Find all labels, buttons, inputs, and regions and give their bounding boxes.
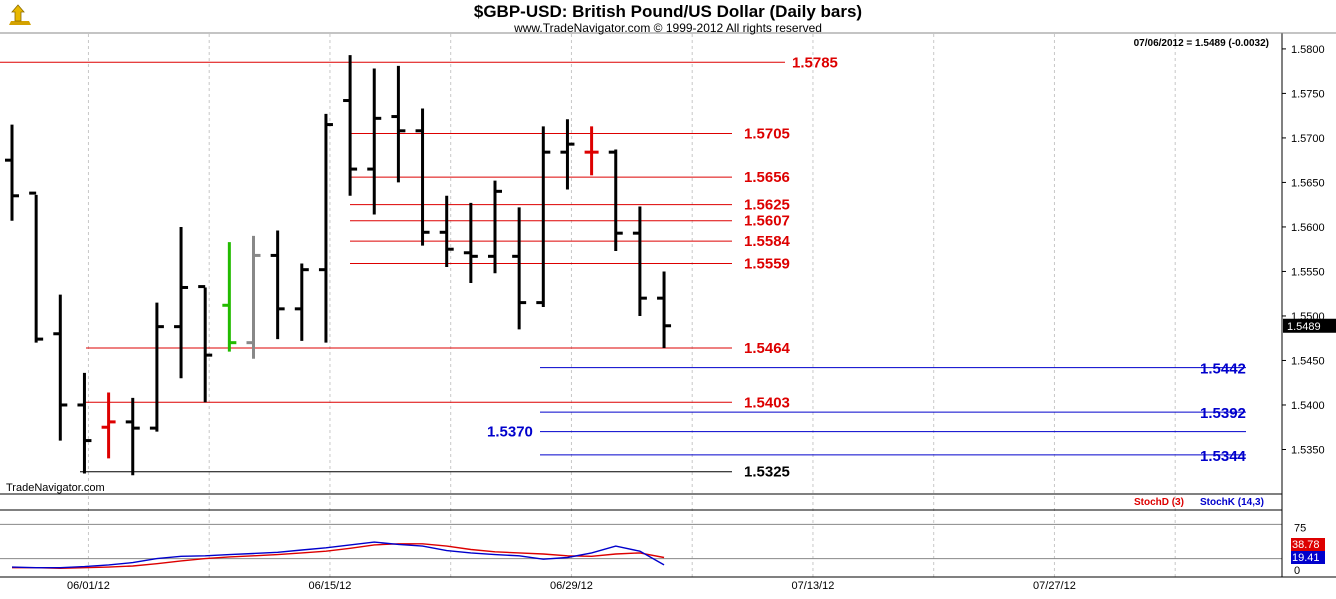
price-tick-label: 1.5700 bbox=[1291, 133, 1325, 145]
price-tick-label: 1.5750 bbox=[1291, 88, 1325, 100]
stoch-last-value-box bbox=[1291, 551, 1325, 564]
date-tick-label: 06/29/12 bbox=[550, 580, 593, 592]
date-tick-label: 06/15/12 bbox=[309, 580, 352, 592]
level-label: 1.5785 bbox=[792, 54, 838, 71]
price-tick-label: 1.5800 bbox=[1291, 44, 1325, 56]
date-tick-label: 06/01/12 bbox=[67, 580, 110, 592]
price-tick-label: 1.5450 bbox=[1291, 355, 1325, 367]
price-tick-label: 1.5550 bbox=[1291, 266, 1325, 278]
date-tick-label: 07/13/12 bbox=[792, 580, 835, 592]
logo-icon bbox=[9, 4, 31, 25]
price-tick-label: 1.5600 bbox=[1291, 222, 1325, 234]
price-tick-label: 1.5350 bbox=[1291, 444, 1325, 456]
chart-frame bbox=[0, 32, 1336, 578]
last-price-box bbox=[1283, 318, 1336, 333]
copyright-text: www.TradeNavigator.com © 1999-2012 All r… bbox=[513, 21, 822, 35]
level-label: 1.5656 bbox=[744, 169, 790, 186]
level-label: 1.5370 bbox=[487, 424, 533, 441]
date-axis: 06/01/12 06/15/12 06/29/12 07/13/12 07/27/12 bbox=[67, 580, 1076, 592]
stoch-last-value-box bbox=[1291, 538, 1325, 551]
level-label: 1.5559 bbox=[744, 255, 790, 272]
level-label: 1.5442 bbox=[1200, 361, 1246, 378]
level-label: 1.5392 bbox=[1200, 405, 1246, 422]
level-label: 1.5705 bbox=[744, 125, 790, 142]
stoch-legend-entry: StochD (3) bbox=[1134, 497, 1184, 508]
stoch-legend-entry: StochK (14,3) bbox=[1200, 497, 1264, 508]
level-label: 1.5464 bbox=[744, 340, 791, 357]
last-price-label: 1.5489 bbox=[1287, 321, 1321, 333]
level-label: 1.5325 bbox=[744, 464, 790, 481]
level-label: 1.5607 bbox=[744, 213, 790, 230]
level-label: 1.5344 bbox=[1200, 448, 1247, 465]
stoch-tick-label: 75 bbox=[1294, 522, 1306, 534]
level-label: 1.5584 bbox=[744, 233, 791, 250]
stoch-tick-label: 0 bbox=[1294, 565, 1300, 577]
price-axis: 1.58001.57501.57001.56501.56001.55501.55… bbox=[1282, 44, 1336, 456]
chart-title: $GBP-USD: British Pound/US Dollar (Daily… bbox=[474, 2, 862, 21]
price-readout: 07/06/2012 = 1.5489 (-0.0032) bbox=[1134, 38, 1269, 49]
price-tick-label: 1.5650 bbox=[1291, 177, 1325, 189]
level-label: 1.5625 bbox=[744, 197, 790, 214]
stoch-series-line bbox=[11, 541, 665, 569]
stoch-last-value-label: 19.41 bbox=[1292, 552, 1320, 564]
stoch-series-line bbox=[12, 543, 665, 570]
price-bars bbox=[5, 55, 672, 476]
price-tick-label: 1.5400 bbox=[1291, 400, 1325, 412]
stoch-last-value-label: 38.78 bbox=[1292, 539, 1320, 551]
level-label: 1.5403 bbox=[744, 394, 790, 411]
watermark-text: TradeNavigator.com bbox=[6, 482, 105, 494]
date-tick-label: 07/27/12 bbox=[1033, 580, 1076, 592]
grid-lines bbox=[87, 34, 1176, 577]
